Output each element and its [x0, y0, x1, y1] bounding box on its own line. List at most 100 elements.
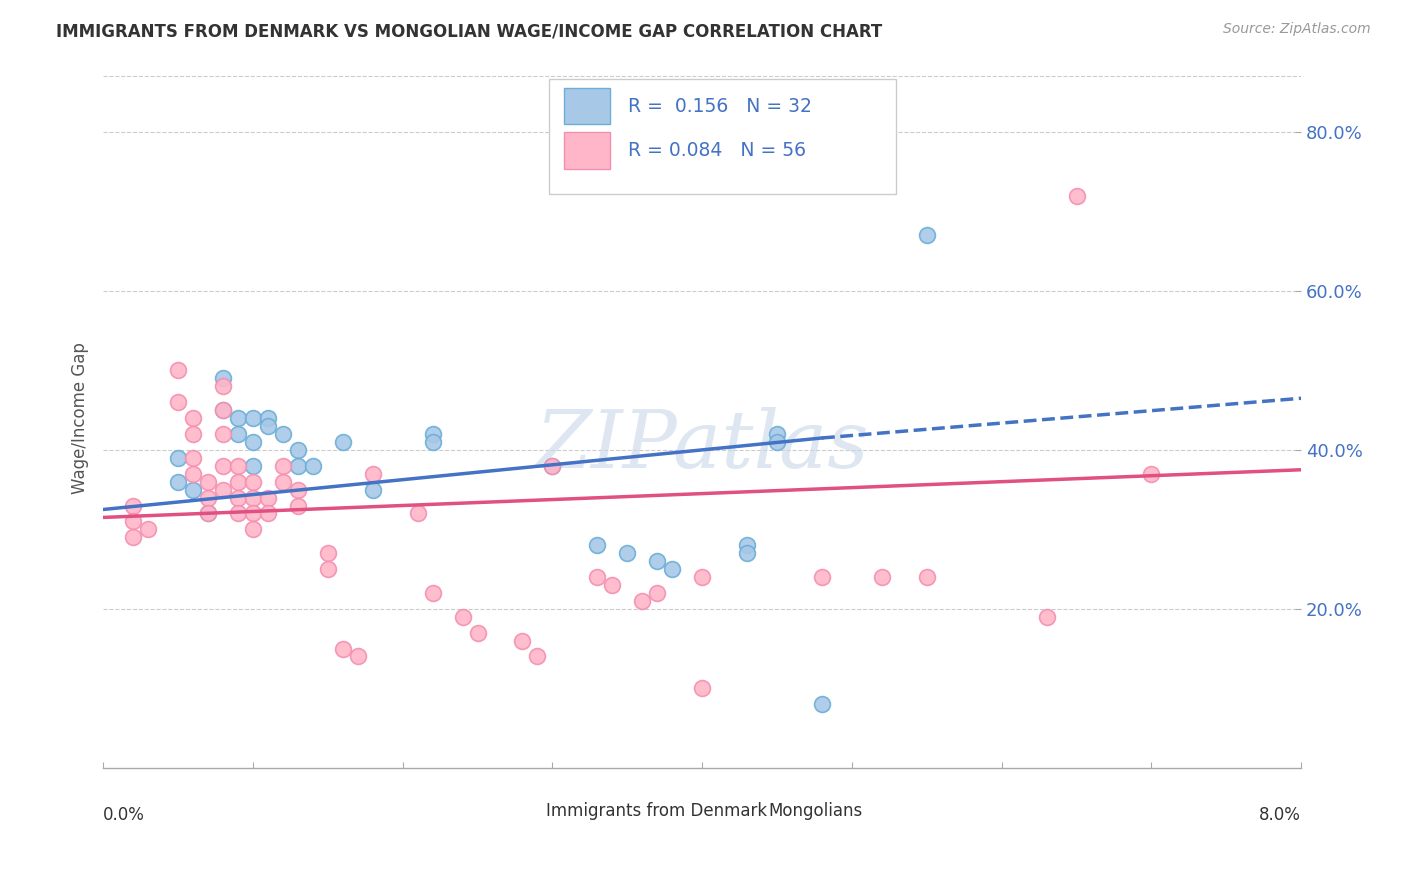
Point	[181, 483, 204, 497]
Point	[226, 458, 249, 473]
Point	[690, 570, 713, 584]
Point	[226, 475, 249, 489]
Point	[690, 681, 713, 696]
Point	[167, 363, 190, 377]
Point	[242, 458, 264, 473]
Point	[212, 458, 235, 473]
Point	[586, 570, 609, 584]
Point	[136, 522, 159, 536]
Text: R =  0.156   N = 32: R = 0.156 N = 32	[628, 96, 811, 116]
Point	[301, 458, 323, 473]
Text: Mongolians: Mongolians	[768, 802, 862, 820]
Point	[212, 483, 235, 497]
Point	[197, 507, 219, 521]
Point	[122, 499, 145, 513]
Point	[287, 442, 309, 457]
Point	[242, 491, 264, 505]
FancyBboxPatch shape	[564, 132, 610, 169]
Point	[467, 625, 489, 640]
FancyBboxPatch shape	[564, 88, 610, 125]
Point	[212, 427, 235, 442]
Point	[332, 641, 354, 656]
Point	[512, 633, 534, 648]
Point	[600, 578, 623, 592]
Point	[167, 395, 190, 409]
Point	[226, 507, 249, 521]
Text: 0.0%: 0.0%	[103, 806, 145, 824]
Point	[242, 411, 264, 425]
Point	[406, 507, 429, 521]
Point	[257, 419, 280, 434]
Point	[287, 483, 309, 497]
FancyBboxPatch shape	[734, 800, 763, 823]
Point	[212, 371, 235, 385]
Point	[422, 434, 444, 449]
Point	[1066, 188, 1088, 202]
Point	[586, 538, 609, 552]
Text: Immigrants from Denmark: Immigrants from Denmark	[547, 802, 768, 820]
Point	[735, 538, 758, 552]
Point	[287, 458, 309, 473]
Point	[271, 427, 294, 442]
Point	[212, 403, 235, 417]
Point	[616, 546, 638, 560]
Point	[316, 546, 339, 560]
FancyBboxPatch shape	[548, 79, 896, 194]
Point	[257, 507, 280, 521]
Point	[197, 491, 219, 505]
Point	[870, 570, 893, 584]
Point	[645, 554, 668, 568]
Point	[915, 570, 938, 584]
Point	[811, 570, 834, 584]
Point	[226, 427, 249, 442]
Point	[242, 434, 264, 449]
Point	[122, 530, 145, 544]
Point	[167, 475, 190, 489]
Point	[811, 697, 834, 711]
Point	[257, 491, 280, 505]
Point	[361, 467, 384, 481]
Point	[181, 427, 204, 442]
Text: Source: ZipAtlas.com: Source: ZipAtlas.com	[1223, 22, 1371, 37]
Point	[451, 609, 474, 624]
Point	[257, 411, 280, 425]
Y-axis label: Wage/Income Gap: Wage/Income Gap	[72, 343, 89, 494]
Point	[346, 649, 368, 664]
Point	[242, 475, 264, 489]
Point	[287, 499, 309, 513]
Point	[212, 379, 235, 393]
Point	[242, 522, 264, 536]
Point	[422, 427, 444, 442]
Point	[226, 411, 249, 425]
Point	[332, 434, 354, 449]
Point	[631, 594, 654, 608]
Point	[1140, 467, 1163, 481]
FancyBboxPatch shape	[513, 800, 541, 823]
Point	[541, 458, 564, 473]
Point	[1035, 609, 1057, 624]
Text: 8.0%: 8.0%	[1260, 806, 1301, 824]
Point	[181, 467, 204, 481]
Point	[226, 491, 249, 505]
Point	[167, 450, 190, 465]
Point	[541, 458, 564, 473]
Point	[181, 450, 204, 465]
Point	[271, 458, 294, 473]
Point	[181, 411, 204, 425]
Point	[197, 507, 219, 521]
Point	[661, 562, 683, 576]
Text: IMMIGRANTS FROM DENMARK VS MONGOLIAN WAGE/INCOME GAP CORRELATION CHART: IMMIGRANTS FROM DENMARK VS MONGOLIAN WAG…	[56, 22, 883, 40]
Point	[645, 586, 668, 600]
Point	[197, 475, 219, 489]
Point	[271, 475, 294, 489]
Point	[915, 228, 938, 243]
Point	[766, 427, 789, 442]
Text: ZIPatlas: ZIPatlas	[536, 408, 869, 485]
Point	[766, 434, 789, 449]
Point	[242, 507, 264, 521]
Point	[422, 586, 444, 600]
Text: R = 0.084   N = 56: R = 0.084 N = 56	[628, 141, 806, 160]
Point	[526, 649, 548, 664]
Point	[735, 546, 758, 560]
Point	[212, 403, 235, 417]
